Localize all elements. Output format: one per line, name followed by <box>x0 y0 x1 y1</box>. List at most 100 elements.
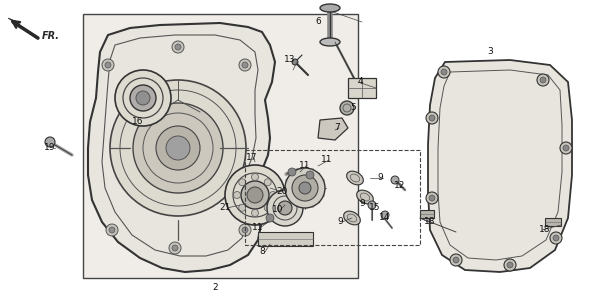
Circle shape <box>264 179 271 186</box>
Circle shape <box>504 259 516 271</box>
Text: 8: 8 <box>259 247 265 256</box>
Polygon shape <box>88 23 275 272</box>
Circle shape <box>292 59 298 65</box>
Circle shape <box>109 227 115 233</box>
Circle shape <box>441 69 447 75</box>
Circle shape <box>225 165 285 225</box>
Text: 17: 17 <box>246 154 258 163</box>
Circle shape <box>175 44 181 50</box>
Text: FR.: FR. <box>42 31 60 41</box>
Bar <box>258 232 313 246</box>
Circle shape <box>130 85 156 111</box>
Circle shape <box>563 145 569 151</box>
Text: 20: 20 <box>276 188 288 197</box>
Bar <box>83 14 358 278</box>
Text: 11: 11 <box>253 224 264 232</box>
Text: 6: 6 <box>315 17 321 26</box>
Circle shape <box>242 227 248 233</box>
Polygon shape <box>428 60 572 272</box>
Circle shape <box>242 62 248 68</box>
Text: 9: 9 <box>377 173 383 182</box>
Text: 19: 19 <box>44 144 55 153</box>
Bar <box>348 78 376 98</box>
Ellipse shape <box>347 171 363 185</box>
Circle shape <box>285 168 325 208</box>
Circle shape <box>106 224 118 236</box>
Circle shape <box>169 242 181 254</box>
Circle shape <box>270 191 277 198</box>
Circle shape <box>288 168 296 176</box>
Text: 18: 18 <box>539 225 550 234</box>
Text: 15: 15 <box>369 203 381 212</box>
Circle shape <box>105 62 111 68</box>
Text: 9: 9 <box>359 198 365 207</box>
Circle shape <box>550 232 562 244</box>
Circle shape <box>540 77 546 83</box>
Circle shape <box>299 182 311 194</box>
Text: 11: 11 <box>321 156 333 165</box>
Text: 5: 5 <box>350 104 356 113</box>
Text: 11: 11 <box>299 160 311 169</box>
Text: 18: 18 <box>424 218 436 226</box>
Circle shape <box>110 80 246 216</box>
Text: 13: 13 <box>284 55 296 64</box>
Circle shape <box>247 187 263 203</box>
Circle shape <box>172 245 178 251</box>
Circle shape <box>45 137 55 147</box>
Circle shape <box>368 201 376 209</box>
Circle shape <box>251 173 258 181</box>
Text: 9: 9 <box>337 218 343 226</box>
Bar <box>545 218 561 226</box>
Circle shape <box>239 204 246 211</box>
Circle shape <box>166 136 190 160</box>
Bar <box>245 150 420 245</box>
Circle shape <box>537 74 549 86</box>
Circle shape <box>239 224 251 236</box>
Circle shape <box>133 103 223 193</box>
Circle shape <box>429 195 435 201</box>
Circle shape <box>426 192 438 204</box>
Ellipse shape <box>320 4 340 12</box>
Circle shape <box>115 70 171 126</box>
Circle shape <box>553 235 559 241</box>
Text: 12: 12 <box>394 181 406 190</box>
Ellipse shape <box>320 38 340 46</box>
Circle shape <box>391 176 399 184</box>
Circle shape <box>340 101 354 115</box>
Polygon shape <box>318 118 348 140</box>
Circle shape <box>292 175 318 201</box>
Circle shape <box>241 181 269 209</box>
Circle shape <box>266 214 274 222</box>
Text: 10: 10 <box>272 206 284 215</box>
Circle shape <box>560 142 572 154</box>
Circle shape <box>507 262 513 268</box>
Circle shape <box>438 66 450 78</box>
Circle shape <box>172 41 184 53</box>
Circle shape <box>306 171 314 179</box>
Text: 3: 3 <box>487 48 493 57</box>
Ellipse shape <box>343 211 360 225</box>
Circle shape <box>453 257 459 263</box>
Circle shape <box>267 190 303 226</box>
Ellipse shape <box>356 190 373 204</box>
Text: 16: 16 <box>132 117 144 126</box>
Circle shape <box>102 59 114 71</box>
Circle shape <box>156 126 200 170</box>
Text: 4: 4 <box>357 77 363 86</box>
Circle shape <box>234 191 241 198</box>
Bar <box>420 210 434 218</box>
Circle shape <box>264 204 271 211</box>
Text: 21: 21 <box>219 203 231 213</box>
Text: 2: 2 <box>212 284 218 293</box>
Text: 7: 7 <box>334 123 340 132</box>
Circle shape <box>251 209 258 216</box>
Polygon shape <box>8 18 22 28</box>
Circle shape <box>450 254 462 266</box>
Circle shape <box>429 115 435 121</box>
Circle shape <box>239 59 251 71</box>
Circle shape <box>381 211 389 219</box>
Circle shape <box>239 179 246 186</box>
Circle shape <box>136 91 150 105</box>
Circle shape <box>278 201 292 215</box>
Text: 14: 14 <box>379 213 391 222</box>
